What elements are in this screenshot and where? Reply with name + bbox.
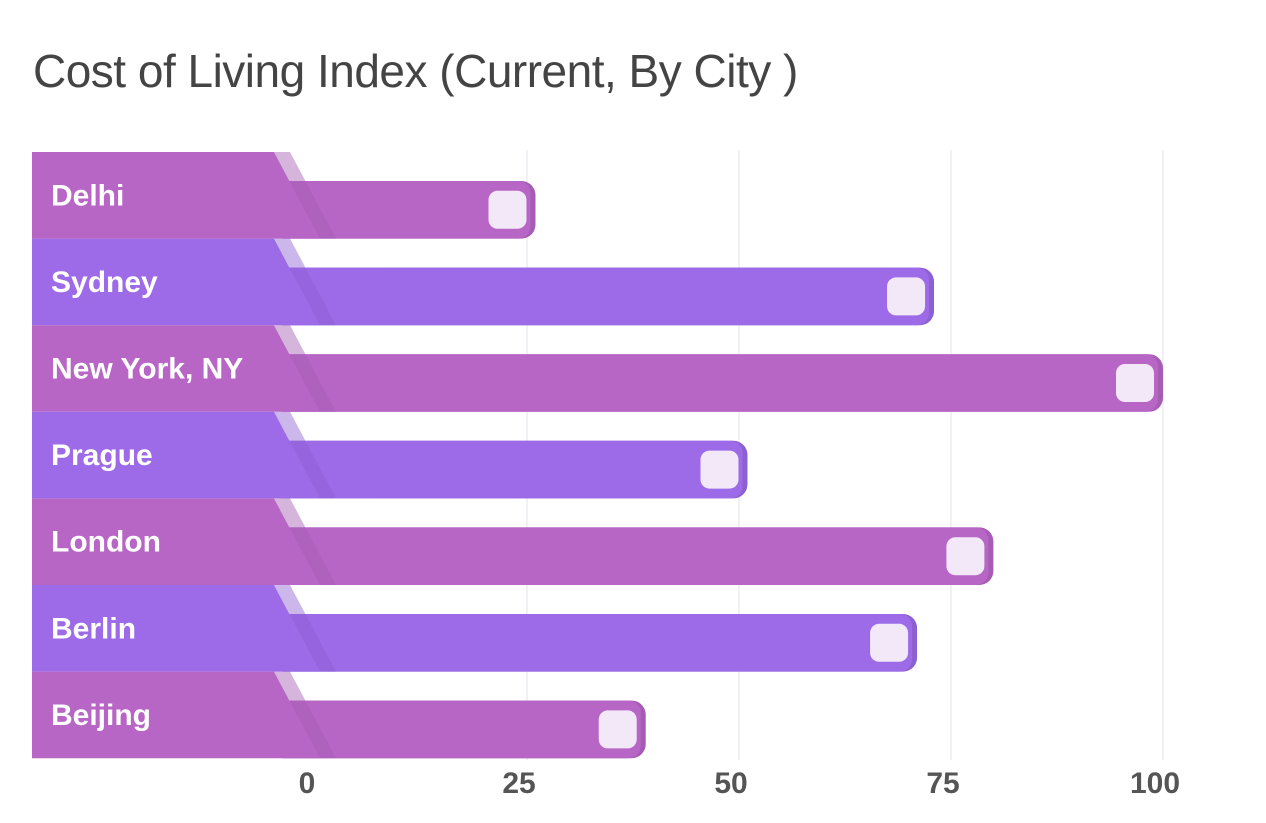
- label-tab-shadow: [274, 152, 336, 239]
- x-tick-label: 75: [926, 767, 959, 800]
- label-tab: [32, 152, 320, 239]
- bar-end-knob: [1116, 364, 1154, 402]
- category-label: New York, NY: [51, 353, 243, 386]
- x-tick-label: 25: [502, 767, 535, 800]
- label-tab: [32, 585, 320, 672]
- label-tab-shadow: [274, 411, 336, 499]
- label-tab: [32, 498, 320, 585]
- category-label: London: [51, 526, 161, 559]
- label-tab-shadow: [274, 325, 336, 412]
- label-tab: [32, 325, 320, 412]
- label-tab: [32, 238, 320, 326]
- bar-end-knob: [488, 190, 527, 229]
- bar-row: Beijing: [32, 671, 646, 759]
- bars: Delhi Sydney New York, NY Prague London Berli…: [32, 152, 1163, 759]
- bar: [270, 700, 641, 759]
- label-tab-shadow: [274, 671, 336, 759]
- bar-row: New York, NY: [32, 325, 1163, 412]
- bar-row: Sydney: [32, 238, 935, 326]
- bar-row: Prague: [32, 411, 748, 499]
- label-tab: [32, 411, 320, 499]
- label-tab-shadow: [274, 498, 336, 585]
- bar: [270, 614, 913, 672]
- x-tick-label: 100: [1130, 767, 1180, 800]
- category-label: Delhi: [51, 179, 124, 212]
- bar-row: Delhi: [32, 152, 536, 239]
- chart-title: Cost of Living Index (Current, By City ): [33, 45, 798, 97]
- x-tick-label: 50: [714, 767, 747, 800]
- bar-end-knob: [887, 277, 926, 316]
- bar-end-knob: [946, 537, 985, 576]
- x-tick-label: 0: [299, 767, 316, 800]
- bar-end-knob: [700, 450, 739, 489]
- category-label: Beijing: [51, 699, 151, 732]
- bar: [270, 267, 930, 326]
- bar-end-knob: [870, 623, 909, 662]
- category-label: Berlin: [51, 612, 136, 645]
- category-label: Prague: [51, 439, 153, 472]
- bar-row: Berlin: [32, 585, 918, 672]
- label-tab: [32, 671, 320, 759]
- x-axis-ticks: 0 25 50 75 100: [299, 767, 1180, 800]
- label-tab-shadow: [274, 585, 336, 672]
- category-label: Sydney: [51, 266, 158, 299]
- bar: [270, 440, 743, 499]
- bar: [270, 181, 531, 239]
- bar: [270, 354, 1158, 412]
- bar-row: London: [32, 498, 994, 585]
- label-tab-shadow: [274, 238, 336, 326]
- bar-end-knob: [598, 710, 637, 749]
- bar: [270, 527, 989, 585]
